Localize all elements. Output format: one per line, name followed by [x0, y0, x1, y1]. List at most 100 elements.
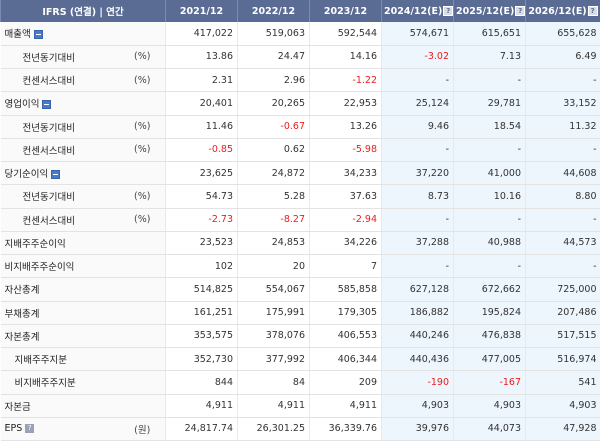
- table-row: 자본총계 353,575 378,076 406,553 440,246 476,838 5…: [0, 324, 600, 349]
- row-unit: (%): [119, 45, 166, 70]
- value-cell: -190: [381, 370, 454, 395]
- row-label-cell[interactable]: 영업이익: [0, 91, 120, 116]
- value-cell: 175,991: [237, 301, 310, 325]
- value-cell: 516,974: [525, 347, 600, 372]
- value-cell: 24,817.74: [165, 417, 238, 442]
- row-label: EPS: [4, 423, 23, 435]
- row-label-cell: 지배주주지분: [0, 347, 120, 372]
- table-body: 매출액 417,022 519,063 592,544 574,671 615,651 65…: [0, 22, 600, 442]
- row-label-cell: 전년동기대비: [0, 115, 120, 139]
- row-label-cell[interactable]: 매출액: [0, 22, 120, 46]
- value-cell: 7.13: [453, 45, 526, 70]
- value-cell: -: [453, 254, 526, 279]
- value-cell: 406,553: [309, 324, 382, 349]
- value-cell: 20,265: [237, 91, 310, 116]
- collapse-icon[interactable]: [33, 30, 43, 40]
- row-label-cell: 전년동기대비: [0, 45, 120, 70]
- info-icon[interactable]: ?: [25, 424, 35, 434]
- value-cell: 20: [237, 254, 310, 279]
- value-cell: 615,651: [453, 22, 526, 46]
- header-year-estimate: 2024/12(E)?: [381, 0, 454, 22]
- value-cell: -167: [453, 370, 526, 395]
- value-cell: 8.73: [381, 184, 454, 209]
- value-cell: 29,781: [453, 91, 526, 116]
- row-unit: (%): [119, 68, 166, 93]
- value-cell: 47,928: [525, 417, 600, 442]
- table-header-row: IFRS (연결) | 연간 2021/12 2022/12 2023/12 2…: [0, 0, 600, 22]
- row-label: 컨센서스대비: [22, 215, 75, 227]
- collapse-icon[interactable]: [42, 100, 52, 110]
- value-cell: 440,246: [381, 324, 454, 349]
- header-year-estimate: 2026/12(E)?: [525, 0, 600, 22]
- value-cell: 24,853: [237, 231, 310, 256]
- row-unit: (%): [119, 115, 166, 139]
- row-label-cell[interactable]: EPS?: [0, 417, 120, 442]
- value-cell: 13.26: [309, 115, 382, 139]
- value-cell: -8.27: [237, 208, 310, 232]
- value-cell: 26,301.25: [237, 417, 310, 442]
- value-cell: 10.16: [453, 184, 526, 209]
- value-cell: -0.85: [165, 138, 238, 163]
- value-cell: 24,872: [237, 161, 310, 186]
- value-cell: -5.98: [309, 138, 382, 163]
- row-label: 비지배주주순이익: [4, 262, 75, 274]
- value-cell: -: [381, 254, 454, 279]
- collapse-icon[interactable]: [51, 170, 61, 180]
- value-cell: 37,220: [381, 161, 454, 186]
- value-cell: 44,573: [525, 231, 600, 256]
- row-unit: [119, 347, 166, 372]
- value-cell: 4,911: [309, 394, 382, 418]
- value-cell: 406,344: [309, 347, 382, 372]
- table-row: 비지배주주순이익 102 20 7- - -: [0, 254, 600, 279]
- help-icon[interactable]: ?: [587, 6, 598, 16]
- value-cell: -: [453, 68, 526, 93]
- row-label: 컨센서스대비: [22, 145, 75, 157]
- value-cell: 4,903: [525, 394, 600, 418]
- year-label: 2026/12(E): [528, 5, 587, 17]
- value-cell: -2.94: [309, 208, 382, 232]
- table-row: 당기순이익 23,625 24,872 34,233 37,220 41,000 44,60…: [0, 161, 600, 186]
- value-cell: 13.86: [165, 45, 238, 70]
- row-label: 매출액: [4, 29, 31, 41]
- row-unit: [119, 277, 166, 302]
- value-cell: 378,076: [237, 324, 310, 349]
- year-label: 2021/12: [179, 5, 224, 17]
- row-unit: [119, 22, 166, 46]
- row-label-cell: 자산총계: [0, 277, 120, 302]
- row-label-cell: 컨센서스대비: [0, 68, 120, 93]
- value-cell: 4,903: [453, 394, 526, 418]
- value-cell: 161,251: [165, 301, 238, 325]
- value-cell: 352,730: [165, 347, 238, 372]
- value-cell: 440,436: [381, 347, 454, 372]
- value-cell: 9.46: [381, 115, 454, 139]
- help-icon[interactable]: ?: [515, 6, 525, 16]
- row-label: 전년동기대비: [22, 192, 75, 204]
- row-label-cell[interactable]: 당기순이익: [0, 161, 120, 186]
- value-cell: 4,911: [165, 394, 238, 418]
- value-cell: 844: [165, 370, 238, 395]
- row-unit: [119, 161, 166, 186]
- value-cell: 186,882: [381, 301, 454, 325]
- value-cell: 8.80: [525, 184, 600, 209]
- value-cell: 514,825: [165, 277, 238, 302]
- value-cell: 519,063: [237, 22, 310, 46]
- value-cell: 725,000: [525, 277, 600, 302]
- row-label: 비지배주주지분: [14, 378, 76, 390]
- table-row: 전년동기대비 (%) 11.46 -0.67 13.26 9.46 18.54 11.32: [0, 115, 600, 139]
- value-cell: 4,903: [381, 394, 454, 418]
- table-row: 자산총계 514,825 554,067 585,858 627,128 672,662 7…: [0, 277, 600, 302]
- value-cell: 22,953: [309, 91, 382, 116]
- row-label-cell: 컨센서스대비: [0, 208, 120, 232]
- value-cell: 37.63: [309, 184, 382, 209]
- value-cell: -1.22: [309, 68, 382, 93]
- value-cell: 574,671: [381, 22, 454, 46]
- row-label: 지배주주지분: [14, 355, 67, 367]
- value-cell: -3.02: [381, 45, 454, 70]
- year-label: 2024/12(E): [384, 5, 443, 17]
- value-cell: 0.62: [237, 138, 310, 163]
- help-icon[interactable]: ?: [443, 6, 453, 16]
- value-cell: 4,911: [237, 394, 310, 418]
- value-cell: 25,124: [381, 91, 454, 116]
- row-label-cell: 부채총계: [0, 301, 120, 325]
- value-cell: 541: [525, 370, 600, 395]
